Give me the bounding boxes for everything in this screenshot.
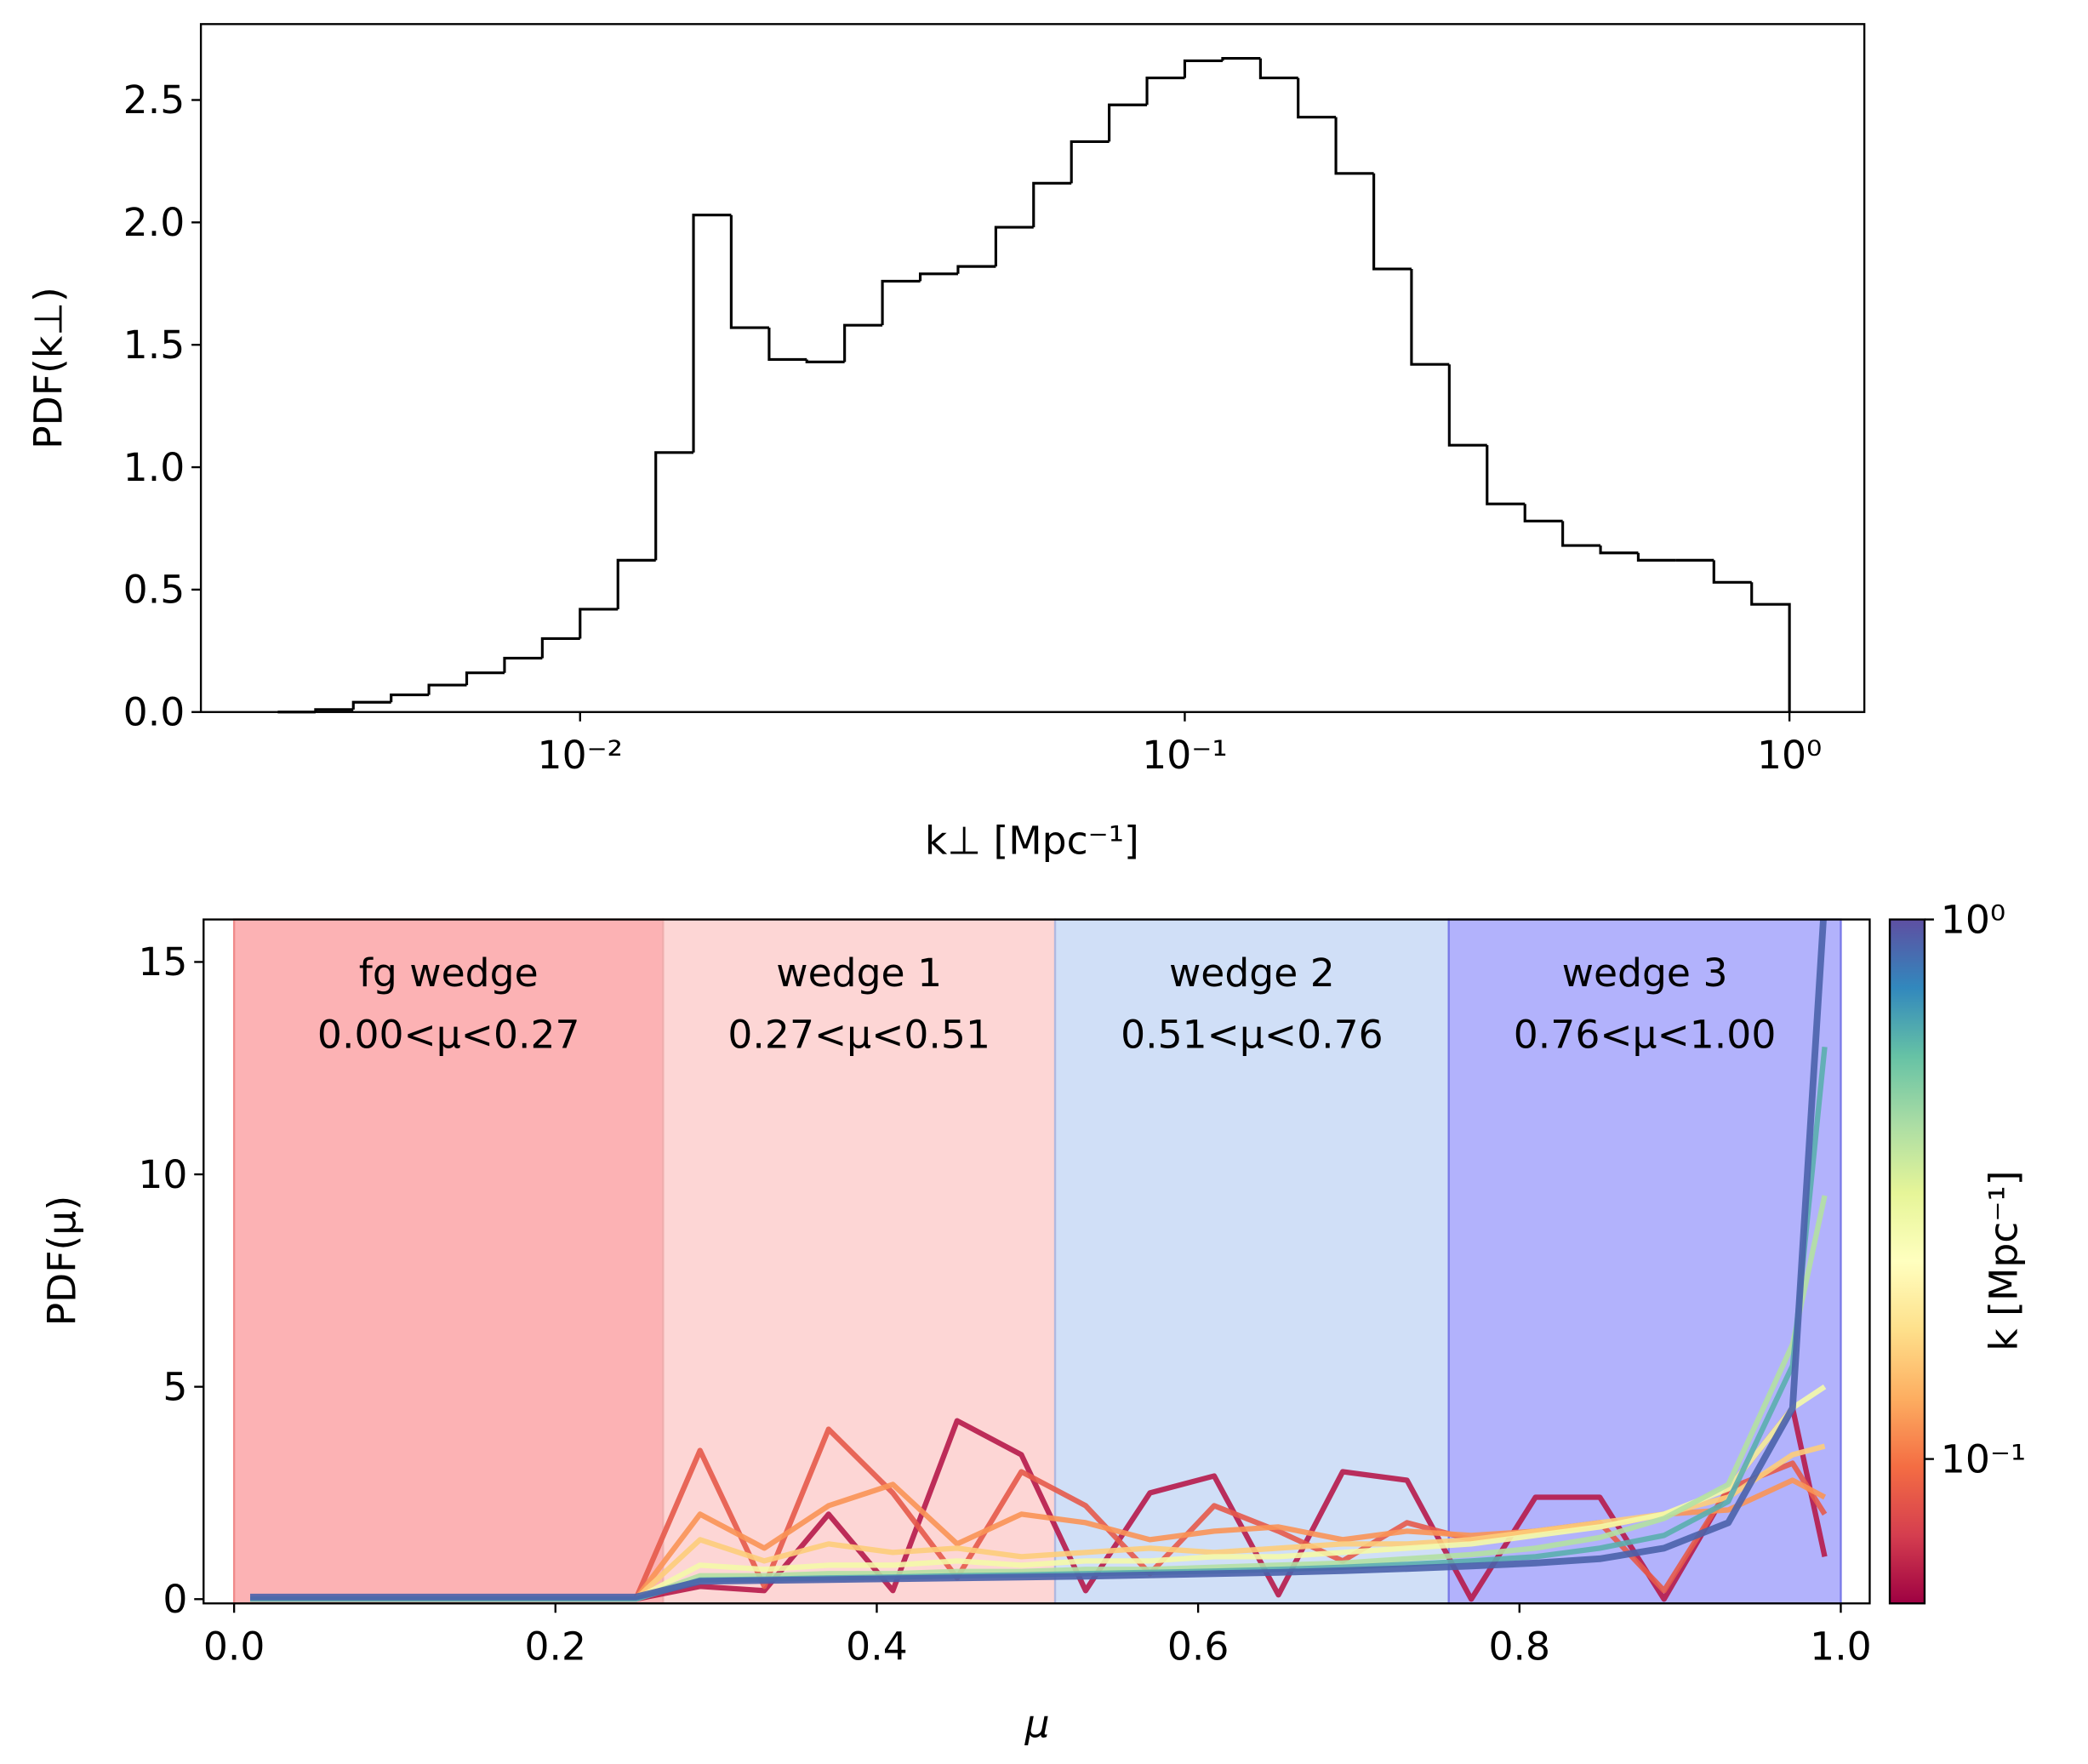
hist-step xyxy=(616,558,656,609)
hist-step xyxy=(843,323,883,363)
hist-step xyxy=(1486,445,1526,505)
hist-step xyxy=(956,265,996,274)
hist-step xyxy=(1221,57,1261,61)
hist-step xyxy=(390,694,430,703)
colorbar-tick-label: 10⁻¹ xyxy=(1941,1436,2026,1481)
y-axis-label: PDF(μ) xyxy=(39,1196,84,1326)
x-tick-label: 0.6 xyxy=(1167,1624,1229,1669)
colorbar-tick-label: 10⁰ xyxy=(1941,897,2005,942)
x-tick-label: 10⁻² xyxy=(538,733,623,778)
y-tick-label: 2.0 xyxy=(123,200,185,245)
wedge-region xyxy=(232,918,665,1605)
y-tick-label: 0.5 xyxy=(123,568,185,613)
hist-step xyxy=(1070,140,1110,184)
hist-step xyxy=(351,700,391,710)
x-tick-label: 1.0 xyxy=(1810,1624,1872,1669)
x-tick-label: 10⁻¹ xyxy=(1142,733,1227,778)
x-tick-label: 0.4 xyxy=(846,1624,908,1669)
hist-step xyxy=(1447,364,1487,447)
y-tick-label: 15 xyxy=(138,939,187,985)
wedge-name: wedge 1 xyxy=(776,951,942,996)
hist-step xyxy=(465,671,505,686)
y-tick-label: 0 xyxy=(163,1577,187,1622)
hist-step xyxy=(729,214,769,329)
y-tick-label: 1.5 xyxy=(123,323,185,368)
hist-step xyxy=(692,214,732,453)
x-tick-label: 10⁰ xyxy=(1757,733,1822,778)
x-tick-label: 0.8 xyxy=(1489,1624,1551,1669)
hist-step xyxy=(1712,560,1752,584)
hist-step xyxy=(767,328,807,362)
wedge-range: 0.00<μ<0.27 xyxy=(317,1013,580,1058)
wedge-region xyxy=(662,918,1057,1605)
hist-step xyxy=(1032,181,1072,228)
x-axis-label: μ xyxy=(1024,1702,1050,1747)
hist-step xyxy=(1410,269,1450,366)
wedge-range: 0.76<μ<1.00 xyxy=(1514,1013,1777,1058)
axes-frame xyxy=(199,23,1866,713)
hist-step xyxy=(805,359,845,363)
hist-step xyxy=(540,637,580,659)
y-tick-label: 0.0 xyxy=(123,689,185,734)
hist-step xyxy=(994,225,1034,267)
hist-step xyxy=(503,656,543,673)
hist-step xyxy=(1750,582,1791,712)
axes-frame xyxy=(203,918,1871,1605)
hist-step xyxy=(1258,58,1298,80)
hist-step xyxy=(1183,59,1223,78)
y-tick-label: 2.5 xyxy=(123,77,185,123)
hist-step xyxy=(1145,77,1185,106)
series-group xyxy=(250,919,1828,1602)
y-tick-label: 5 xyxy=(163,1364,187,1409)
x-tick-label: 0.2 xyxy=(525,1624,587,1669)
wedge-name: wedge 2 xyxy=(1169,951,1335,996)
hist-step xyxy=(1599,545,1639,555)
hist-step xyxy=(918,272,958,282)
x-axis-label: k⊥ [Mpc⁻¹] xyxy=(925,818,1139,863)
colorbar-label: k [Mpc⁻¹] xyxy=(1981,1170,2026,1350)
hist-step xyxy=(427,683,467,695)
y-tick-label: 10 xyxy=(138,1152,187,1197)
hist-step xyxy=(1523,504,1563,522)
hist-step xyxy=(1297,77,1337,119)
wedge-name: fg wedge xyxy=(359,951,539,996)
hist-step xyxy=(881,279,921,326)
y-tick-label: 1.0 xyxy=(123,445,185,490)
y-axis-label: PDF(k⊥) xyxy=(26,287,71,449)
hist-step xyxy=(579,608,619,639)
series-line xyxy=(250,919,1827,1601)
wedge-range: 0.27<μ<0.51 xyxy=(727,1013,990,1058)
colorbar xyxy=(1888,918,1926,1605)
hist-step xyxy=(1561,521,1601,547)
wedge-name: wedge 3 xyxy=(1562,951,1728,996)
hist-step xyxy=(654,451,694,561)
hist-step xyxy=(1372,173,1412,271)
wedge-range: 0.51<μ<0.76 xyxy=(1121,1013,1383,1058)
hist-step xyxy=(1334,117,1374,175)
x-tick-label: 0.0 xyxy=(203,1624,265,1669)
hist-step xyxy=(1108,103,1148,142)
hist-step xyxy=(1636,552,1676,562)
